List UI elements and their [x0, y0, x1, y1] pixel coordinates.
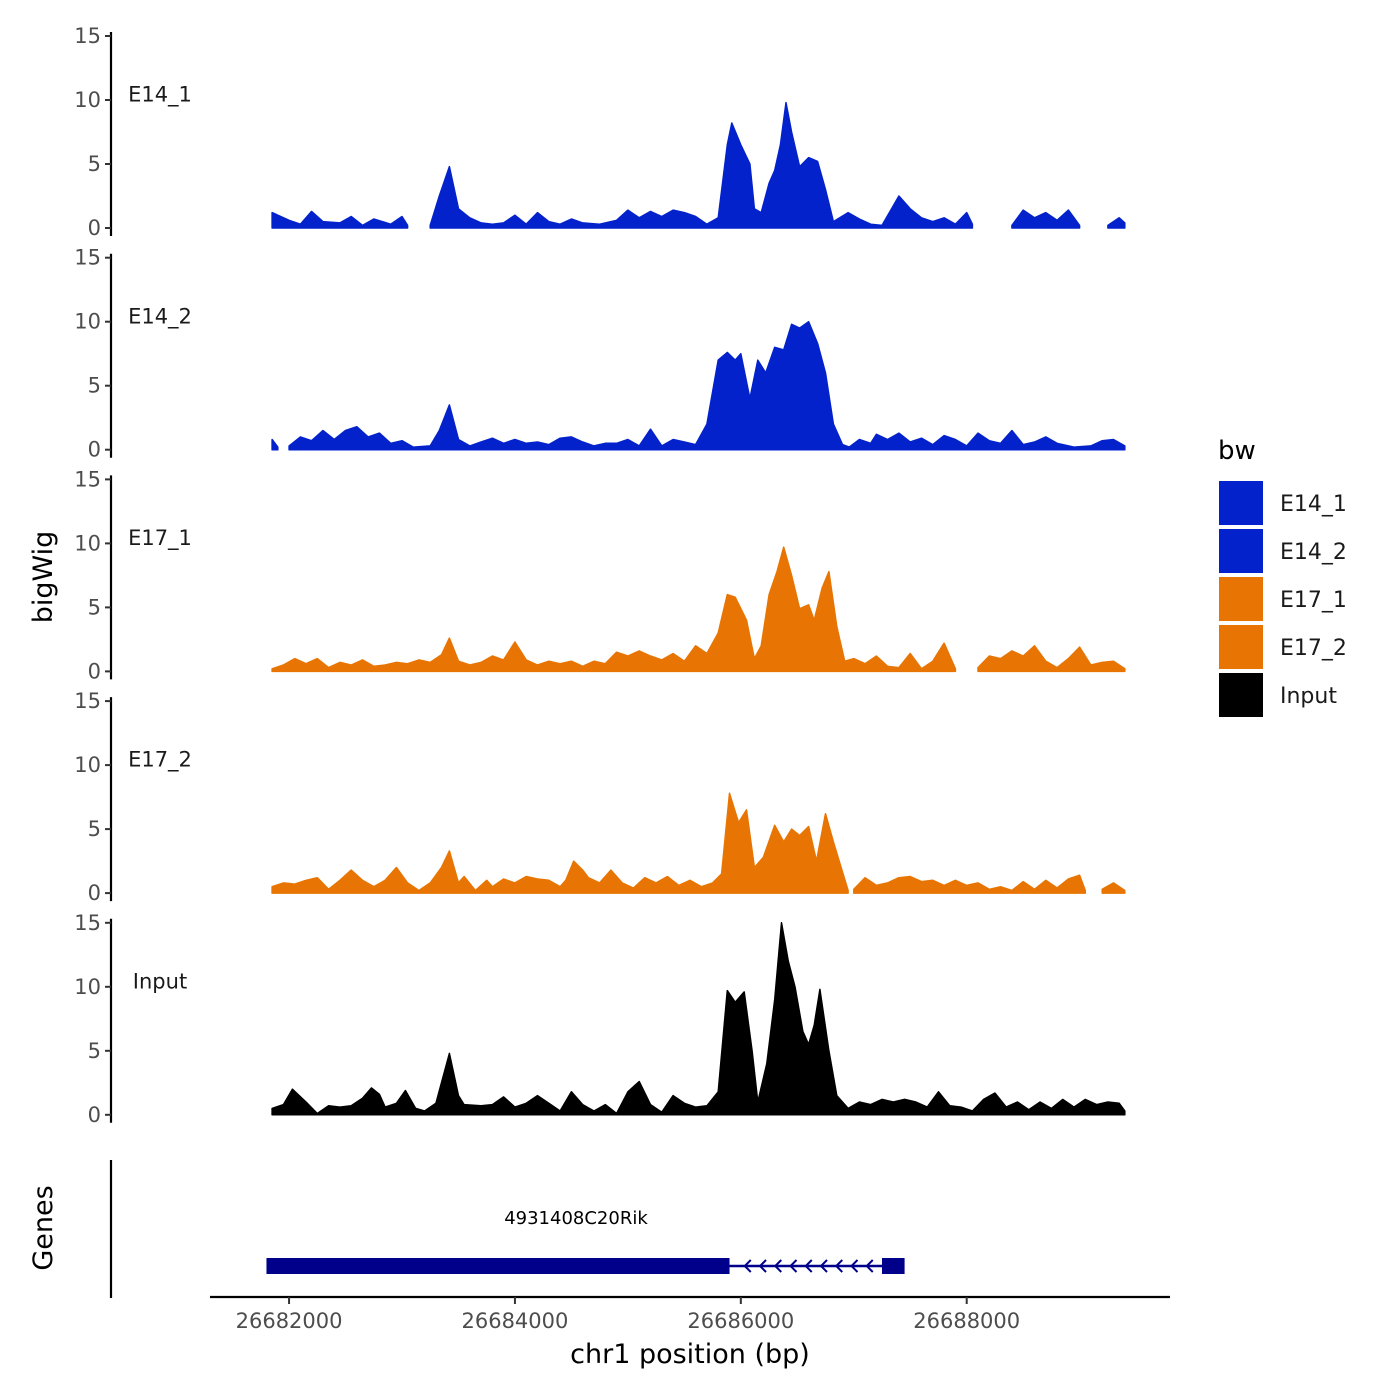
strand-arrow — [758, 1259, 767, 1273]
y-tick-label: 15 — [74, 24, 101, 48]
coverage-area-e14-1 — [271, 210, 409, 229]
gene-track-title: Genes — [28, 1185, 59, 1270]
y-tick-label: 10 — [74, 975, 101, 999]
gene-model — [266, 1258, 905, 1274]
gene-track: Genes 4931408C20Rik — [28, 1160, 905, 1298]
y-tick-label: 10 — [74, 88, 101, 112]
track-label: E17_1 — [128, 526, 192, 551]
y-tick-label: 0 — [88, 438, 101, 462]
legend-label: Input — [1280, 684, 1337, 709]
x-tick-label: 26686000 — [687, 1309, 794, 1333]
track-label: E14_2 — [128, 304, 192, 329]
y-tick-label: 5 — [88, 374, 101, 398]
strand-arrow — [865, 1259, 874, 1273]
y-tick-label: 15 — [74, 911, 101, 935]
x-tick-label: 26682000 — [236, 1309, 343, 1333]
coverage-area-e14-1 — [1011, 209, 1081, 229]
legend-label: E14_2 — [1280, 540, 1347, 565]
track-panel-e14-1: 0 5 10 15 E14_1 — [74, 24, 1126, 240]
track-label: Input — [133, 969, 187, 993]
legend: bw E14_1 E14_2 E17_1 E17_2 Input — [1217, 436, 1347, 719]
coverage-area-e17-1 — [977, 645, 1126, 673]
y-tick-label: 0 — [88, 216, 101, 240]
x-axis-ticks: 26682000 26684000 26686000 26688000 — [236, 1297, 1020, 1333]
legend-swatch — [1217, 527, 1265, 575]
x-tick-label: 26684000 — [461, 1309, 568, 1333]
track-label: E17_2 — [128, 748, 192, 773]
gene-exon — [882, 1258, 905, 1274]
coverage-area-e17-2 — [853, 874, 1087, 894]
y-tick-label: 0 — [88, 659, 101, 683]
legend-swatch — [1217, 671, 1265, 719]
track-panel-e14-2: 0 5 10 15 E14_2 — [74, 246, 1126, 462]
x-axis-title: chr1 position (bp) — [570, 1339, 810, 1370]
legend-label: E14_1 — [1280, 492, 1347, 517]
x-tick-label: 26688000 — [913, 1309, 1020, 1333]
legend-title: bw — [1218, 436, 1256, 466]
y-axis-title: bigWig — [28, 531, 59, 624]
y-tick-label: 15 — [74, 246, 101, 270]
x-axis: 26682000 26684000 26686000 26688000 chr1 po… — [210, 1295, 1170, 1370]
legend-items: E14_1 E14_2 E17_1 E17_2 Input — [1217, 479, 1347, 719]
track-panel-input: 0 5 10 15 Input — [74, 911, 1126, 1127]
gene-exon — [266, 1258, 730, 1274]
y-tick-label: 10 — [74, 531, 101, 555]
y-tick-label: 5 — [88, 817, 101, 841]
y-tick-label: 0 — [88, 881, 101, 905]
y-tick-label: 5 — [88, 1039, 101, 1063]
gene-name-label: 4931408C20Rik — [504, 1208, 648, 1229]
strand-arrow — [834, 1259, 843, 1273]
coverage-area-input — [271, 922, 1126, 1116]
coverage-area-e14-1 — [429, 101, 974, 229]
y-tick-label: 5 — [88, 595, 101, 619]
coverage-area-e14-2 — [271, 438, 279, 451]
y-tick-label: 5 — [88, 152, 101, 176]
strand-arrow — [789, 1259, 798, 1273]
legend-label: E17_1 — [1280, 588, 1347, 613]
legend-label: E17_2 — [1280, 636, 1347, 661]
coverage-area-e14-2 — [288, 320, 1126, 451]
coverage-area-e17-2 — [271, 792, 849, 894]
strand-arrow — [819, 1259, 828, 1273]
coverage-area-e14-1 — [1107, 217, 1126, 229]
strand-arrow — [743, 1259, 752, 1273]
legend-swatch — [1217, 623, 1265, 671]
legend-swatch — [1217, 575, 1265, 623]
track-panel-e17-1: 0 5 10 15 E17_1 — [74, 467, 1126, 683]
track-label: E14_1 — [128, 83, 192, 108]
strand-arrow — [850, 1259, 859, 1273]
strand-arrow — [804, 1259, 813, 1273]
coverage-area-e17-1 — [271, 546, 957, 673]
bigwig-tracks: 0 5 10 15 E14_1 0 5 10 15 E14_2 0 5 10 15 E17_1 0 5 10 15 E… — [74, 24, 1126, 1127]
strand-arrow — [773, 1259, 782, 1273]
y-tick-label: 15 — [74, 689, 101, 713]
coverage-area-e17-2 — [1101, 882, 1126, 894]
y-tick-label: 0 — [88, 1103, 101, 1127]
legend-swatch — [1217, 479, 1265, 527]
y-tick-label: 10 — [74, 753, 101, 777]
track-panel-e17-2: 0 5 10 15 E17_2 — [74, 689, 1126, 905]
y-tick-label: 15 — [74, 467, 101, 491]
y-tick-label: 10 — [74, 310, 101, 334]
